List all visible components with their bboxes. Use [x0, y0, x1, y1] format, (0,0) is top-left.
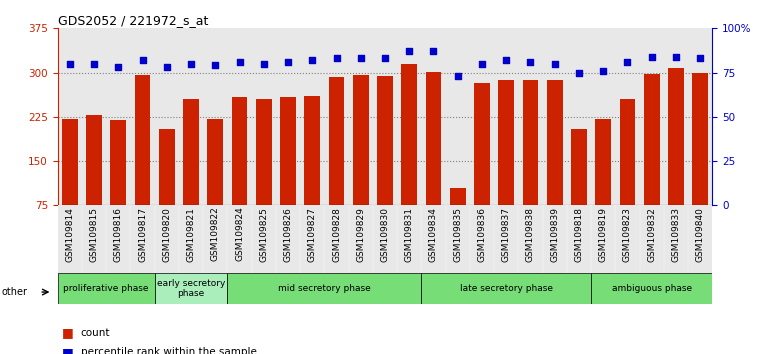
Text: GSM109839: GSM109839 [551, 207, 559, 262]
Point [112, 64, 125, 70]
Bar [329, 77, 344, 205]
Bar [232, 97, 247, 205]
Bar [135, 75, 150, 205]
Point [258, 61, 270, 67]
Text: GSM109838: GSM109838 [526, 207, 535, 262]
Bar [523, 80, 538, 205]
Point [185, 61, 197, 67]
Point [403, 48, 415, 54]
Bar [58, 273, 155, 304]
Point [670, 54, 682, 59]
Bar [227, 273, 421, 304]
Text: GSM109814: GSM109814 [65, 207, 75, 262]
Bar [595, 119, 611, 205]
Point [500, 57, 512, 63]
Point [136, 57, 149, 63]
Point [476, 61, 488, 67]
Text: GSM109830: GSM109830 [380, 207, 390, 262]
Bar [421, 273, 591, 304]
Text: proliferative phase: proliferative phase [63, 284, 149, 293]
Point [282, 59, 294, 65]
Bar [377, 75, 393, 205]
Text: late secretory phase: late secretory phase [460, 284, 553, 293]
Text: GSM109815: GSM109815 [89, 207, 99, 262]
Bar [571, 129, 587, 205]
Point [694, 56, 706, 61]
Bar [450, 188, 466, 205]
Text: GSM109833: GSM109833 [671, 207, 681, 262]
Text: GSM109834: GSM109834 [429, 207, 438, 262]
Text: early secretory
phase: early secretory phase [157, 279, 226, 298]
Bar [547, 80, 563, 205]
Bar [183, 99, 199, 205]
Point [524, 59, 537, 65]
Point [645, 54, 658, 59]
Bar [353, 75, 369, 205]
Text: GSM109820: GSM109820 [162, 207, 172, 262]
Point [548, 61, 561, 67]
Point [379, 56, 391, 61]
Point [64, 61, 76, 67]
Point [355, 56, 367, 61]
Text: GDS2052 / 221972_s_at: GDS2052 / 221972_s_at [58, 14, 208, 27]
Text: ■: ■ [62, 346, 73, 354]
Text: ■: ■ [62, 326, 73, 339]
Point [209, 63, 222, 68]
Point [161, 64, 173, 70]
Text: GSM109818: GSM109818 [574, 207, 584, 262]
Text: GSM109817: GSM109817 [138, 207, 147, 262]
Text: GSM109824: GSM109824 [235, 207, 244, 262]
Bar [620, 99, 635, 205]
Bar [256, 99, 272, 205]
Bar [591, 273, 712, 304]
Bar [207, 119, 223, 205]
Bar [644, 74, 660, 205]
Point [233, 59, 246, 65]
Point [427, 48, 440, 54]
Text: GSM109821: GSM109821 [186, 207, 196, 262]
Bar [668, 68, 684, 205]
Bar [110, 120, 126, 205]
Text: GSM109819: GSM109819 [598, 207, 608, 262]
Bar [426, 72, 441, 205]
Point [573, 70, 585, 75]
Point [451, 73, 464, 79]
Point [597, 68, 609, 74]
Text: ambiguous phase: ambiguous phase [611, 284, 691, 293]
Bar [401, 64, 417, 205]
Point [88, 61, 100, 67]
Text: GSM109816: GSM109816 [114, 207, 123, 262]
Text: percentile rank within the sample: percentile rank within the sample [81, 347, 256, 354]
Text: GSM109835: GSM109835 [454, 207, 462, 262]
Text: mid secretory phase: mid secretory phase [278, 284, 371, 293]
Text: count: count [81, 328, 110, 338]
Text: other: other [2, 287, 28, 297]
Text: GSM109836: GSM109836 [477, 207, 487, 262]
Text: GSM109831: GSM109831 [405, 207, 413, 262]
Bar [62, 119, 78, 205]
Text: GSM109828: GSM109828 [332, 207, 341, 262]
Bar [86, 115, 102, 205]
Text: GSM109826: GSM109826 [283, 207, 293, 262]
Text: GSM109822: GSM109822 [211, 207, 219, 262]
Bar [498, 80, 514, 205]
Bar [159, 129, 175, 205]
Bar [280, 97, 296, 205]
Point [330, 56, 343, 61]
Text: GSM109829: GSM109829 [357, 207, 365, 262]
Text: GSM109823: GSM109823 [623, 207, 632, 262]
Text: GSM109840: GSM109840 [695, 207, 705, 262]
Bar [474, 83, 490, 205]
Bar [304, 96, 320, 205]
Point [306, 57, 319, 63]
Text: GSM109827: GSM109827 [308, 207, 316, 262]
Point [621, 59, 634, 65]
Bar [692, 73, 708, 205]
Text: GSM109832: GSM109832 [647, 207, 656, 262]
Text: GSM109825: GSM109825 [259, 207, 268, 262]
Text: GSM109837: GSM109837 [502, 207, 511, 262]
Bar [155, 273, 227, 304]
